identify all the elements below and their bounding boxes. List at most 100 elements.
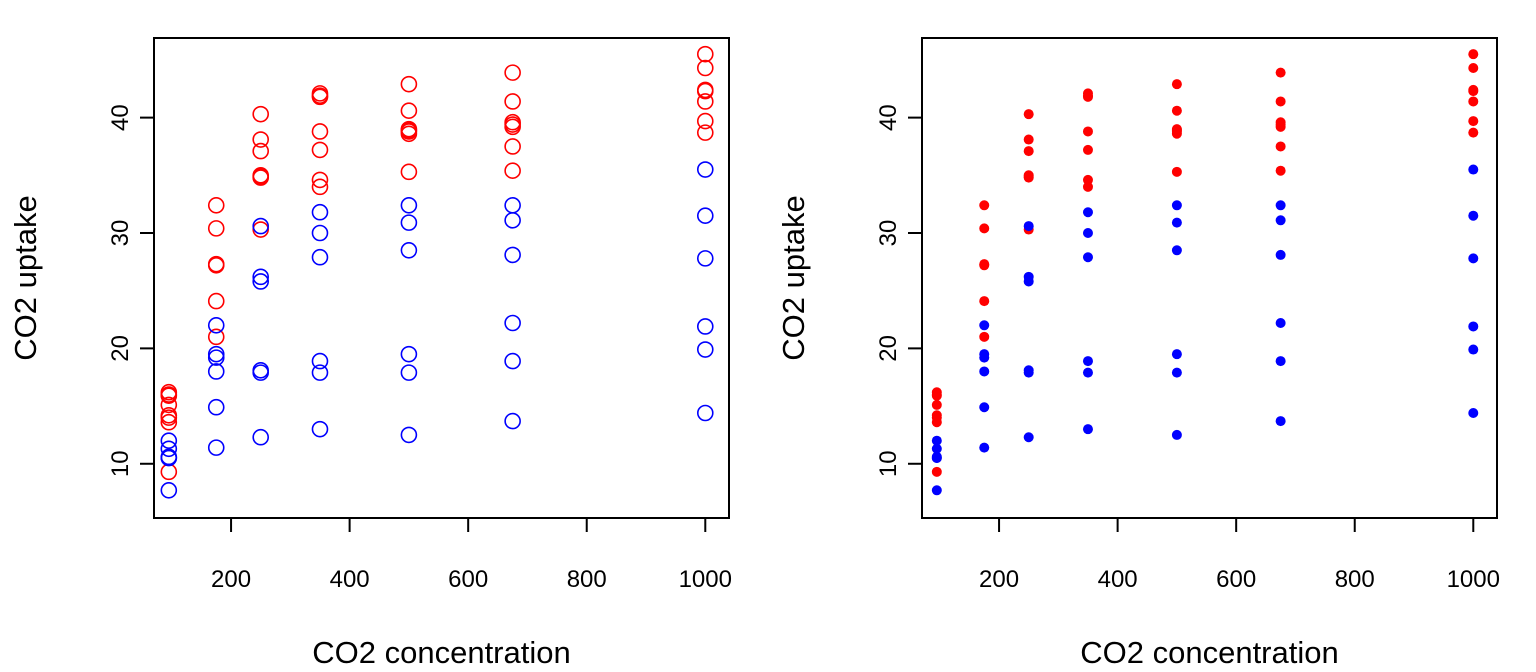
data-point — [1275, 141, 1286, 152]
data-point — [979, 442, 990, 453]
data-point — [696, 82, 714, 100]
x-tick-label: 400 — [330, 566, 370, 593]
data-point — [979, 366, 990, 377]
data-point — [979, 223, 990, 234]
data-point — [504, 197, 521, 214]
data-point — [979, 260, 990, 271]
scatter-panel-filled-markers: 200 400 600 800 1000 10 20 30 40 CO2 concentratio… — [776, 37, 1500, 670]
data-point — [1171, 349, 1182, 360]
data-point — [504, 314, 521, 332]
x-tick-label: 200 — [211, 566, 251, 593]
data-point — [400, 426, 418, 444]
data-point — [1171, 79, 1182, 90]
y-tick-label: 20 — [107, 335, 134, 362]
data-point — [931, 389, 942, 400]
data-point — [311, 171, 329, 189]
data-point — [1082, 126, 1093, 137]
x-tick-label: 600 — [448, 566, 488, 593]
data-point — [400, 102, 418, 119]
data-point — [207, 197, 225, 214]
data-point — [1023, 276, 1034, 287]
data-point — [1082, 367, 1093, 378]
data-point — [311, 364, 329, 381]
data-point — [696, 124, 714, 141]
data-point — [1468, 164, 1479, 175]
data-point — [1468, 210, 1479, 221]
data-point — [160, 449, 178, 467]
x-tick-label: 600 — [1216, 566, 1256, 593]
data-point — [1171, 217, 1182, 228]
data-point — [696, 93, 714, 110]
data-point — [1468, 63, 1479, 73]
data-point — [207, 345, 225, 363]
data-point — [1171, 367, 1182, 378]
scatter-panel-open-markers: 200 400 600 800 1000 10 20 30 40 CO2 concentratio… — [8, 37, 732, 670]
data-point — [1275, 215, 1286, 226]
data-point — [1082, 207, 1093, 218]
data-point — [311, 178, 329, 196]
data-point — [979, 402, 990, 413]
data-point — [504, 412, 521, 430]
data-point — [252, 428, 270, 446]
data-point — [252, 105, 270, 123]
data-point — [311, 352, 329, 370]
data-point — [696, 207, 714, 224]
x-axis-label: CO2 concentration — [1080, 635, 1338, 670]
x-axis-label: CO2 concentration — [312, 635, 570, 670]
data-point — [504, 212, 521, 229]
data-point — [160, 432, 178, 449]
data-point — [931, 435, 942, 446]
data-point — [1082, 356, 1093, 367]
data-point — [696, 161, 714, 178]
data-point — [1023, 134, 1034, 145]
plot-frame — [153, 37, 730, 519]
data-point — [400, 242, 418, 259]
data-point — [931, 443, 942, 454]
data-point — [1171, 166, 1182, 177]
data-point — [1275, 119, 1286, 130]
y-tick-label: 30 — [875, 220, 902, 247]
data-point — [252, 268, 270, 286]
x-tick-label: 800 — [567, 566, 607, 593]
data-point — [931, 485, 942, 496]
data-point — [1275, 356, 1286, 367]
data-point — [696, 59, 714, 77]
y-tick-label: 40 — [875, 104, 902, 131]
y-tick-label: 30 — [107, 220, 134, 247]
data-point — [252, 217, 270, 235]
data-point — [1468, 127, 1479, 138]
data-point — [1171, 200, 1182, 211]
data-point — [207, 292, 225, 310]
data-point — [696, 45, 714, 63]
data-point — [252, 221, 270, 238]
data-point — [931, 399, 942, 410]
data-point — [311, 248, 329, 266]
data-point — [207, 220, 225, 237]
data-point — [504, 162, 521, 179]
data-point — [160, 440, 178, 458]
plot-frame — [921, 37, 1498, 519]
data-point — [400, 214, 418, 231]
data-point — [979, 200, 990, 211]
y-tick-label: 10 — [107, 450, 134, 477]
data-point — [1468, 408, 1479, 418]
data-point — [160, 463, 178, 481]
data-point — [1275, 165, 1286, 176]
x-tick-label: 200 — [979, 566, 1019, 593]
data-point — [160, 386, 178, 403]
x-tick-label: 1000 — [679, 566, 732, 593]
data-point — [207, 439, 225, 456]
data-point — [979, 352, 990, 363]
data-point — [160, 396, 178, 414]
data-point — [252, 168, 270, 185]
data-point — [160, 482, 178, 499]
data-point — [1082, 144, 1093, 155]
data-point — [207, 398, 225, 416]
data-point — [931, 466, 942, 477]
data-point — [504, 352, 521, 370]
data-point — [252, 131, 270, 148]
data-point — [696, 318, 714, 335]
data-point — [1023, 221, 1034, 232]
data-point — [311, 420, 329, 438]
